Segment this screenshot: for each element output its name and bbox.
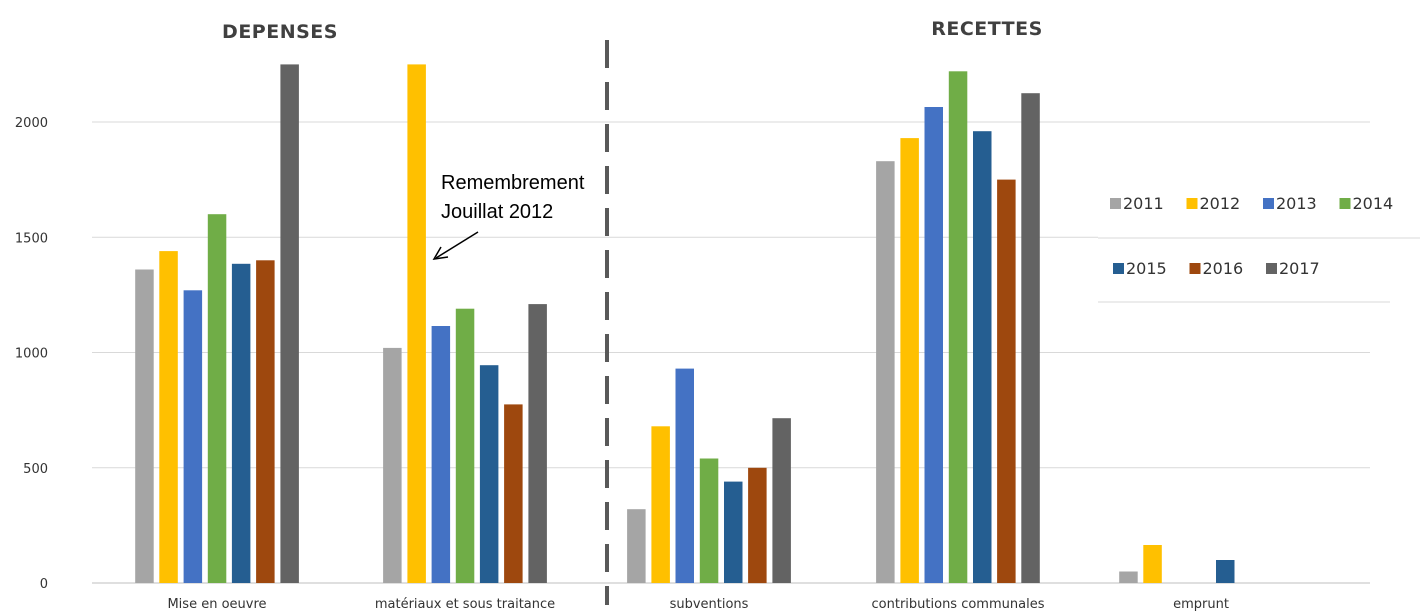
- x-category-label: emprunt: [1173, 597, 1229, 612]
- bar: [504, 404, 523, 583]
- bar: [479, 365, 499, 583]
- legend-label: 2013: [1276, 194, 1317, 213]
- y-tick-label: 0: [40, 577, 48, 592]
- legend-swatch: [1266, 263, 1277, 274]
- bar: [383, 347, 402, 583]
- annotation-arrow-head: [432, 246, 449, 260]
- y-tick-label: 2000: [15, 116, 48, 131]
- annotation: Remembrement Jouillat 2012: [432, 172, 585, 260]
- section-title-depenses: DEPENSES: [222, 21, 338, 43]
- legend-swatch: [1339, 198, 1351, 209]
- x-category-label: Mise en oeuvre: [167, 597, 266, 612]
- legend-label: 2017: [1279, 259, 1320, 278]
- bars: [135, 64, 1235, 584]
- bar: [1021, 93, 1040, 583]
- bar: [207, 214, 227, 583]
- bar: [748, 467, 767, 584]
- annotation-line-1: Remembrement: [441, 172, 585, 194]
- bar: [876, 161, 895, 583]
- bar: [135, 269, 154, 583]
- legend-label: 2015: [1126, 259, 1167, 278]
- annotation-line-2: Jouillat 2012: [441, 201, 553, 223]
- section-title-recettes: RECETTES: [931, 18, 1043, 40]
- legend-label: 2011: [1123, 194, 1164, 213]
- bar: [1119, 571, 1138, 583]
- y-tick-label: 500: [23, 462, 48, 477]
- x-category-label: matériaux et sous traitance: [375, 597, 555, 612]
- bar: [948, 71, 968, 584]
- bar: [256, 260, 275, 583]
- x-category-label: contributions communales: [872, 597, 1045, 612]
- legend-swatch: [1189, 263, 1201, 274]
- legend-label: 2012: [1200, 194, 1241, 213]
- x-axis-labels: Mise en oeuvre matériaux et sous traitanc…: [167, 597, 1228, 612]
- bar: [699, 458, 719, 583]
- legend: 2011 2012 2013 2014 2015 2016 2017: [1098, 180, 1420, 303]
- legend-swatch: [1186, 198, 1198, 209]
- legend-swatch: [1110, 198, 1121, 209]
- legend-label: 2014: [1353, 194, 1394, 213]
- legend-swatch: [1263, 198, 1274, 209]
- bar: [651, 426, 670, 583]
- bar: [724, 481, 743, 583]
- bar: [528, 304, 547, 583]
- bar: [1143, 545, 1162, 583]
- annotation-arrow-shaft: [435, 231, 479, 259]
- bar: [997, 179, 1016, 583]
- legend-box: [1098, 180, 1420, 302]
- bar: [431, 326, 451, 583]
- bar: [900, 138, 919, 583]
- bar: [675, 368, 694, 583]
- bar: [407, 64, 426, 583]
- y-tick-label: 1000: [15, 347, 48, 362]
- legend-swatch: [1113, 263, 1124, 274]
- y-axis-ticks: 0 500 1000 1500 2000: [15, 116, 48, 592]
- legend-label: 2016: [1203, 259, 1244, 278]
- bar: [973, 131, 992, 583]
- bar: [455, 308, 475, 583]
- x-category-label: subventions: [670, 597, 749, 612]
- bar: [231, 263, 251, 583]
- bar: [1216, 560, 1235, 583]
- bar: [627, 509, 646, 583]
- bar: [280, 64, 299, 583]
- bar: [183, 290, 203, 583]
- bar: [159, 251, 178, 583]
- y-tick-label: 1500: [15, 231, 48, 246]
- bar: [924, 107, 943, 583]
- bar: [772, 418, 791, 583]
